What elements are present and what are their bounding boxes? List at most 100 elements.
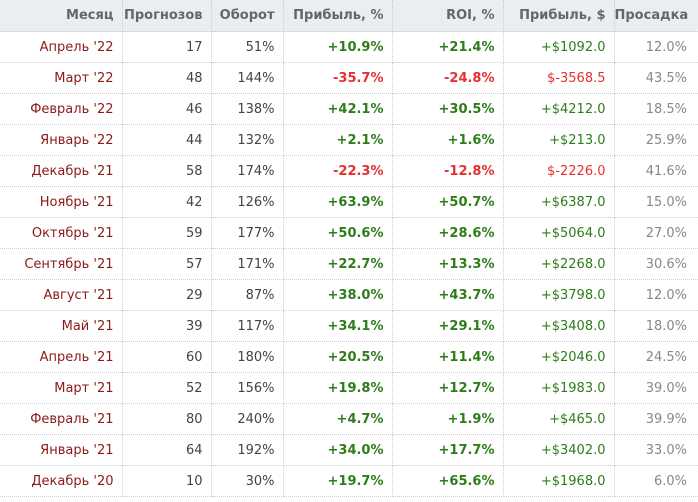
table-row: Февраль '21 80 240% +4.7% +1.9% +$465.0 39.9% [0,403,698,435]
cell-drawdown: 6.0% [614,465,698,497]
cell-profit-pct: +4.7% [283,403,393,435]
table-row: Август '21 29 87% +38.0% +43.7% +$3798.0 12.0% [0,279,698,311]
cell-drawdown: 18.5% [614,93,698,125]
cell-profit-pct: +42.1% [283,93,393,125]
cell-profit-usd: +$3402.0 [503,434,615,466]
cell-month[interactable]: Август '21 [0,279,123,311]
cell-drawdown: 39.9% [614,403,698,435]
cell-month[interactable]: Ноябрь '21 [0,186,123,218]
cell-roi: +13.3% [392,248,504,280]
cell-turnover: 180% [211,341,284,373]
cell-month[interactable]: Февраль '21 [0,403,123,435]
cell-profit-pct: +38.0% [283,279,393,311]
cell-forecasts: 39 [122,310,212,342]
cell-drawdown: 30.6% [614,248,698,280]
cell-turnover: 138% [211,93,284,125]
cell-turnover: 51% [211,31,284,63]
cell-profit-pct: +19.7% [283,465,393,497]
table-row: Декабрь '21 58 174% -22.3% -12.8% $-2226.0 41.… [0,155,698,187]
cell-forecasts: 44 [122,124,212,156]
cell-forecasts: 59 [122,217,212,249]
cell-month[interactable]: Январь '22 [0,124,123,156]
cell-profit-usd: +$4212.0 [503,93,615,125]
cell-turnover: 177% [211,217,284,249]
cell-turnover: 30% [211,465,284,497]
column-header-turnover[interactable]: Оборот [211,0,284,32]
cell-forecasts: 29 [122,279,212,311]
cell-drawdown: 27.0% [614,217,698,249]
cell-profit-pct: +2.1% [283,124,393,156]
cell-drawdown: 12.0% [614,31,698,63]
column-header-month[interactable]: Месяц [0,0,123,32]
cell-drawdown: 33.0% [614,434,698,466]
cell-roi: +43.7% [392,279,504,311]
column-header-profit-pct[interactable]: Прибыль, % [283,0,393,32]
table-row: Ноябрь '21 42 126% +63.9% +50.7% +$6387.0 15.0… [0,186,698,218]
cell-roi: +50.7% [392,186,504,218]
cell-forecasts: 57 [122,248,212,280]
cell-month[interactable]: Сентябрь '21 [0,248,123,280]
table-row: Январь '22 44 132% +2.1% +1.6% +$213.0 25.9% [0,124,698,156]
cell-forecasts: 46 [122,93,212,125]
table-row: Декабрь '20 10 30% +19.7% +65.6% +$1968.0 6.0% [0,465,698,497]
header-row: Месяц Прогнозов Оборот Прибыль, % ROI, % Приб… [0,0,698,32]
column-header-roi[interactable]: ROI, % [392,0,504,32]
cell-month[interactable]: Апрель '21 [0,341,123,373]
table-row: Февраль '22 46 138% +42.1% +30.5% +$4212.0 18.… [0,93,698,125]
cell-roi: +28.6% [392,217,504,249]
cell-profit-usd: +$2268.0 [503,248,615,280]
cell-forecasts: 48 [122,62,212,94]
cell-drawdown: 12.0% [614,279,698,311]
cell-drawdown: 25.9% [614,124,698,156]
cell-turnover: 171% [211,248,284,280]
cell-profit-usd: +$5064.0 [503,217,615,249]
cell-roi: -24.8% [392,62,504,94]
cell-month[interactable]: Декабрь '20 [0,465,123,497]
cell-month[interactable]: Январь '21 [0,434,123,466]
cell-profit-pct: +50.6% [283,217,393,249]
cell-forecasts: 10 [122,465,212,497]
cell-forecasts: 60 [122,341,212,373]
column-header-forecasts[interactable]: Прогнозов [122,0,212,32]
cell-turnover: 240% [211,403,284,435]
table-row: Апрель '22 17 51% +10.9% +21.4% +$1092.0 12.0% [0,31,698,63]
cell-month[interactable]: Апрель '22 [0,31,123,63]
cell-drawdown: 41.6% [614,155,698,187]
cell-profit-pct: +22.7% [283,248,393,280]
cell-forecasts: 17 [122,31,212,63]
cell-month[interactable]: Октябрь '21 [0,217,123,249]
column-header-profit-usd[interactable]: Прибыль, $ [503,0,615,32]
table-row: Сентябрь '21 57 171% +22.7% +13.3% +$2268.0 30… [0,248,698,280]
cell-month[interactable]: Декабрь '21 [0,155,123,187]
table-row: Апрель '21 60 180% +20.5% +11.4% +$2046.0 24.5… [0,341,698,373]
cell-forecasts: 42 [122,186,212,218]
cell-roi: +21.4% [392,31,504,63]
cell-profit-usd: +$6387.0 [503,186,615,218]
cell-drawdown: 39.0% [614,372,698,404]
cell-month[interactable]: Март '21 [0,372,123,404]
cell-profit-pct: -35.7% [283,62,393,94]
cell-roi: -12.8% [392,155,504,187]
cell-profit-usd: +$213.0 [503,124,615,156]
cell-profit-pct: +20.5% [283,341,393,373]
cell-roi: +1.9% [392,403,504,435]
table-row: Январь '21 64 192% +34.0% +17.7% +$3402.0 33.0… [0,434,698,466]
cell-month[interactable]: Февраль '22 [0,93,123,125]
cell-profit-usd: $-2226.0 [503,155,615,187]
cell-turnover: 144% [211,62,284,94]
column-header-drawdown[interactable]: Просадка [614,0,698,32]
cell-drawdown: 43.5% [614,62,698,94]
cell-roi: +17.7% [392,434,504,466]
cell-turnover: 174% [211,155,284,187]
cell-forecasts: 80 [122,403,212,435]
cell-profit-pct: +34.0% [283,434,393,466]
cell-month[interactable]: Май '21 [0,310,123,342]
table-row: Май '21 39 117% +34.1% +29.1% +$3408.0 18.0% [0,310,698,342]
cell-roi: +12.7% [392,372,504,404]
cell-drawdown: 18.0% [614,310,698,342]
cell-roi: +29.1% [392,310,504,342]
cell-month[interactable]: Март '22 [0,62,123,94]
cell-profit-usd: +$3408.0 [503,310,615,342]
cell-profit-usd: +$1983.0 [503,372,615,404]
cell-turnover: 132% [211,124,284,156]
